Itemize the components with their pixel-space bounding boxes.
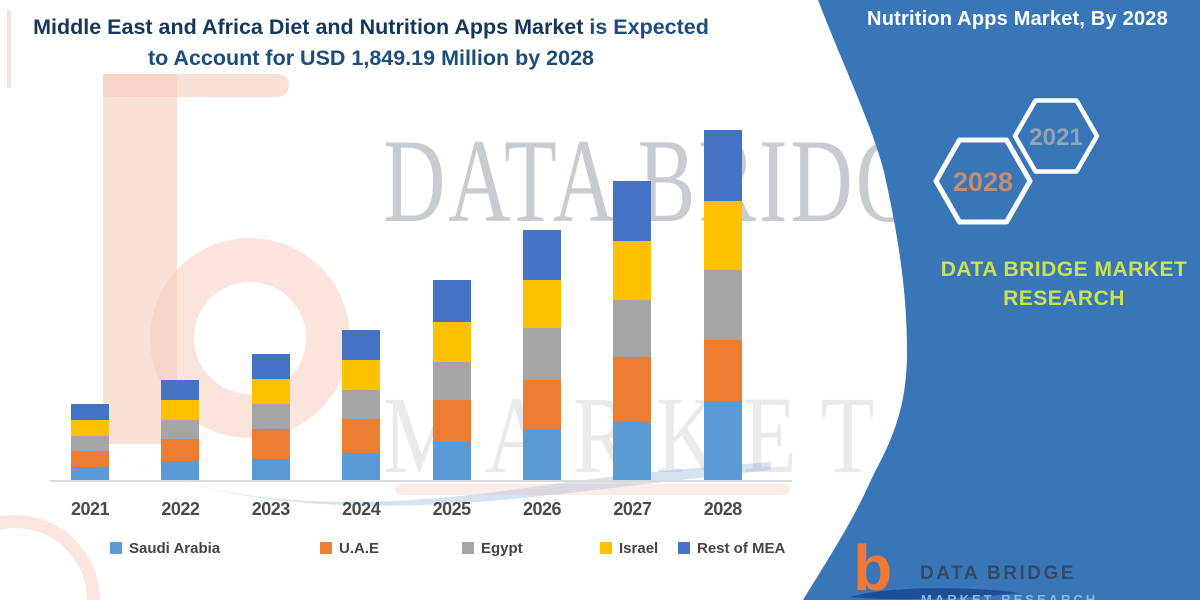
x-tick-2022: 2022 <box>161 499 200 519</box>
segment-rest-of-mea-2021 <box>71 403 109 420</box>
x-tick-2023: 2023 <box>251 499 291 519</box>
legend-marker <box>110 542 122 554</box>
segment-saudi-arabia-2027 <box>613 422 652 480</box>
segment-egypt-2026 <box>523 328 561 381</box>
stacked-bar-2026 <box>523 229 561 481</box>
segment-saudi-arabia-2022 <box>161 461 200 481</box>
segment-rest-of-mea-2025 <box>432 279 471 322</box>
segment-egypt-2021 <box>71 435 109 451</box>
legend-marker <box>678 542 690 554</box>
chart-title: Middle East and Africa Diet and Nutritio… <box>12 12 730 74</box>
stacked-bar-2021 <box>71 403 109 481</box>
segment-u-a-e-2025 <box>432 399 471 442</box>
segment-rest-of-mea-2022 <box>161 380 200 401</box>
segment-egypt-2022 <box>161 420 200 440</box>
stacked-bar-2025 <box>432 279 471 480</box>
segment-u-a-e-2027 <box>613 357 652 423</box>
stacked-bar-2024 <box>342 329 381 481</box>
stacked-bar-2023 <box>251 353 290 481</box>
legend-marker <box>600 542 612 554</box>
segment-rest-of-mea-2028 <box>703 130 742 202</box>
segment-saudi-arabia-2021 <box>71 467 109 481</box>
x-tick-2025: 2025 <box>432 499 472 519</box>
x-tick-2021: 2021 <box>70 499 110 519</box>
legend-item-egypt: Egypt <box>462 539 523 557</box>
watermark-swoosh <box>83 430 771 506</box>
brand-line1: DATA BRIDGE MARKET <box>940 258 1188 281</box>
legend-item-rest-of-mea: Rest of MEA <box>678 539 786 557</box>
panel-heading: Nutrition Apps Market, By 2028 <box>867 8 1168 30</box>
segment-israel-2022 <box>161 400 200 421</box>
segment-egypt-2028 <box>703 270 742 341</box>
x-tick-2028: 2028 <box>703 499 743 519</box>
watermark-edge-sliver <box>7 10 11 88</box>
segment-saudi-arabia-2026 <box>523 430 561 481</box>
segment-israel-2024 <box>342 359 381 390</box>
watermark-rose-streak <box>395 484 790 495</box>
segment-rest-of-mea-2026 <box>523 229 561 280</box>
segment-saudi-arabia-2025 <box>432 441 471 480</box>
legend-item-saudi-arabia: Saudi Arabia <box>110 539 221 557</box>
segment-egypt-2024 <box>342 389 381 419</box>
segment-rest-of-mea-2027 <box>613 181 652 242</box>
segment-israel-2026 <box>523 279 561 329</box>
x-tick-2026: 2026 <box>522 499 562 519</box>
stacked-bar-2022 <box>161 380 200 481</box>
segment-u-a-e-2023 <box>251 428 290 460</box>
segment-israel-2027 <box>613 241 652 301</box>
chart-title-main: Middle East and Africa Diet and Nutritio… <box>33 15 584 39</box>
legend-label: Rest of MEA <box>697 539 786 557</box>
segment-saudi-arabia-2028 <box>703 401 742 480</box>
chart-title-tail1: is Expected <box>583 15 709 39</box>
x-tick-2027: 2027 <box>613 499 652 519</box>
brand-name: DATA BRIDGE MARKET RESEARCH <box>938 255 1190 313</box>
segment-u-a-e-2026 <box>523 380 561 431</box>
segment-egypt-2023 <box>251 403 290 429</box>
legend-marker <box>462 542 474 554</box>
segment-u-a-e-2022 <box>161 439 200 462</box>
legend-item-u-a-e: U.A.E <box>320 539 380 557</box>
segment-egypt-2027 <box>613 300 652 358</box>
segment-saudi-arabia-2023 <box>251 459 290 481</box>
brand-line2: RESEARCH <box>1003 287 1125 310</box>
chart-title-tail2: to Account for USD 1,849.19 Million by 2… <box>147 46 595 70</box>
segment-rest-of-mea-2023 <box>251 353 290 379</box>
stacked-bar-2028 <box>703 130 742 480</box>
legend-label: Egypt <box>481 539 523 557</box>
segment-egypt-2025 <box>432 361 471 400</box>
legend-label: Saudi Arabia <box>129 539 221 557</box>
segment-saudi-arabia-2024 <box>342 452 381 481</box>
legend-label: Israel <box>619 539 659 557</box>
logo-subtitle: MARKET RESEARCH <box>921 592 1099 600</box>
legend-marker <box>320 542 332 554</box>
segment-israel-2028 <box>703 201 742 271</box>
stacked-bar-2027 <box>613 181 652 480</box>
segment-israel-2025 <box>432 321 471 362</box>
x-tick-2024: 2024 <box>342 499 381 519</box>
logo-name: DATA BRIDGE <box>920 563 1076 584</box>
x-axis-line <box>50 480 792 482</box>
segment-u-a-e-2024 <box>342 418 381 453</box>
segment-u-a-e-2028 <box>703 340 742 402</box>
segment-israel-2021 <box>71 419 109 436</box>
segment-u-a-e-2021 <box>71 450 109 467</box>
legend-item-israel: Israel <box>600 539 659 557</box>
legend-label: U.A.E <box>339 539 380 557</box>
segment-israel-2023 <box>251 378 290 404</box>
segment-rest-of-mea-2024 <box>342 329 381 360</box>
